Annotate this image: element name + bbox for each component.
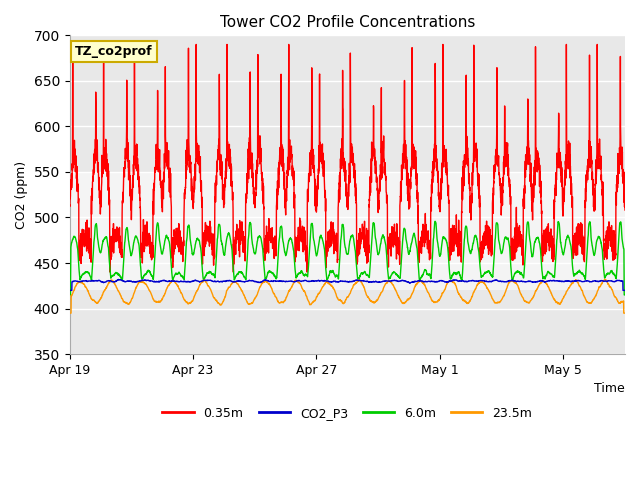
Text: TZ_co2prof: TZ_co2prof (76, 45, 153, 58)
23.5m (601, 276, 609, 282)
Line: 23.5m: 23.5m (70, 279, 625, 313)
0.35m (621, 207, 629, 213)
Line: CO2_P3: CO2_P3 (70, 279, 625, 290)
CO2_P3 (185, 278, 193, 284)
0.35m (621, 200, 628, 206)
0.35m (402, 142, 410, 147)
6.0m (221, 251, 228, 257)
CO2_P3 (66, 288, 74, 293)
23.5m (412, 283, 419, 289)
23.5m (185, 301, 193, 307)
Line: 0.35m: 0.35m (70, 45, 625, 272)
X-axis label: Time: Time (595, 383, 625, 396)
Bar (70, 172, 625, 290)
23.5m (621, 310, 629, 316)
CO2_P3 (412, 278, 419, 284)
6.0m (66, 292, 74, 298)
Legend: 0.35m, CO2_P3, 6.0m, 23.5m: 0.35m, CO2_P3, 6.0m, 23.5m (157, 402, 538, 425)
CO2_P3 (115, 276, 122, 282)
0.35m (412, 156, 419, 162)
23.5m (401, 299, 409, 305)
0.35m (66, 202, 74, 208)
0.35m (569, 195, 577, 201)
0.35m (106, 269, 114, 275)
Title: Tower CO2 Profile Concentrations: Tower CO2 Profile Concentrations (220, 15, 475, 30)
Line: 6.0m: 6.0m (70, 221, 625, 295)
23.5m (66, 310, 74, 316)
6.0m (431, 218, 439, 224)
6.0m (412, 235, 419, 240)
23.5m (568, 280, 576, 286)
CO2_P3 (221, 278, 228, 284)
6.0m (401, 229, 409, 235)
CO2_P3 (402, 278, 410, 284)
6.0m (185, 222, 193, 228)
CO2_P3 (568, 278, 576, 284)
CO2_P3 (621, 288, 628, 293)
23.5m (621, 310, 628, 316)
Y-axis label: CO2 (ppm): CO2 (ppm) (15, 161, 28, 229)
0.35m (221, 180, 229, 186)
6.0m (568, 262, 576, 267)
23.5m (221, 295, 228, 301)
6.0m (621, 292, 628, 298)
0.35m (185, 144, 193, 150)
0.35m (69, 42, 77, 48)
CO2_P3 (621, 288, 629, 293)
6.0m (621, 292, 629, 298)
